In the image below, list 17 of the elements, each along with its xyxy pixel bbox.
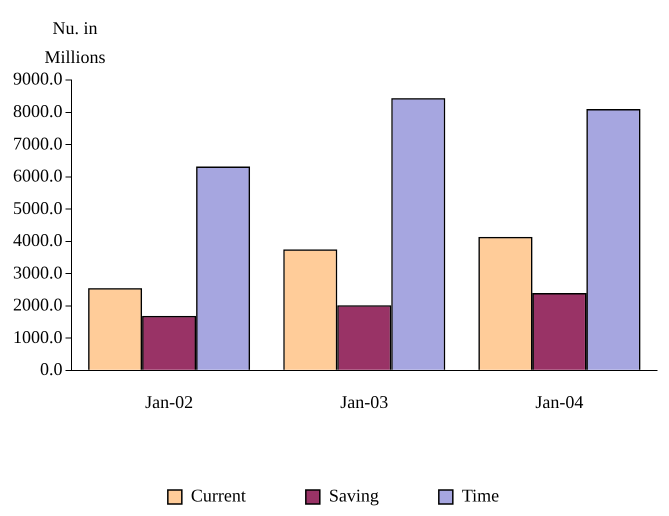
y-tick-label: 7000.0 — [13, 133, 62, 154]
y-tick-label: 2000.0 — [13, 294, 62, 315]
legend-label: Current — [190, 486, 246, 506]
legend-label: Time — [462, 486, 500, 506]
x-tick-label: Jan-03 — [340, 392, 388, 412]
legend-label: Saving — [328, 486, 379, 506]
x-tick-label: Jan-04 — [535, 392, 584, 412]
y-tick-label: 5000.0 — [13, 198, 62, 218]
y-tick-label: 0.0 — [40, 359, 62, 380]
x-tick-label: Jan-02 — [145, 392, 194, 412]
y-tick-label: 6000.0 — [13, 166, 62, 186]
y-tick-label: 3000.0 — [13, 262, 62, 282]
y-tick-label: 9000.0 — [13, 68, 62, 89]
y-tick-label: 4000.0 — [13, 230, 62, 250]
y-tick-label: 1000.0 — [13, 326, 62, 347]
y-axis-title: Nu. in Millions — [44, 18, 106, 67]
y-tick-label: 8000.0 — [13, 101, 62, 121]
